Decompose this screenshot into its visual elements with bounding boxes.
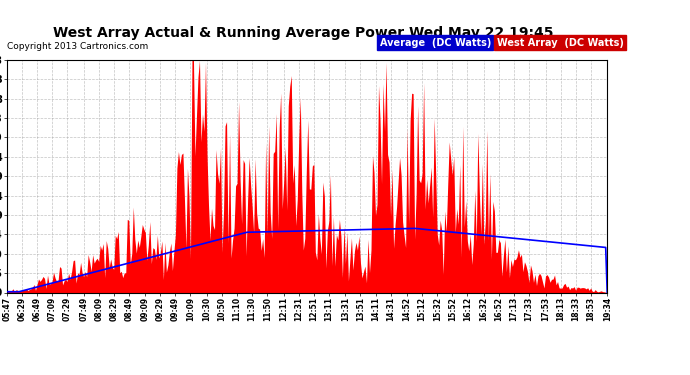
Text: West Array Actual & Running Average Power Wed May 22 19:45: West Array Actual & Running Average Powe… [53, 26, 554, 40]
Text: Copyright 2013 Cartronics.com: Copyright 2013 Cartronics.com [7, 42, 148, 51]
Text: Average  (DC Watts): Average (DC Watts) [380, 38, 491, 48]
Text: West Array  (DC Watts): West Array (DC Watts) [497, 38, 624, 48]
